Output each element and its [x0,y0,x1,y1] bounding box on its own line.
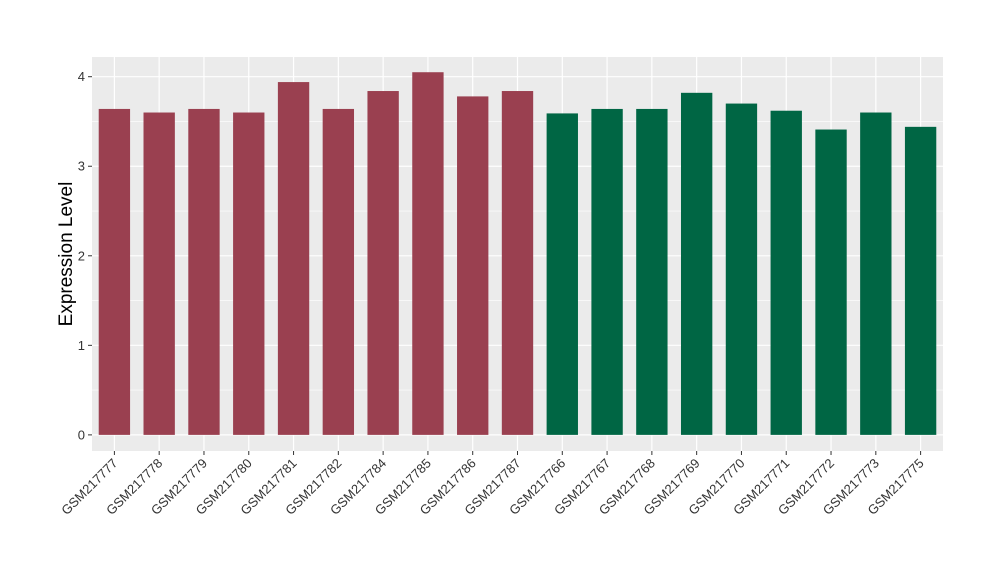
y-axis: 0 1 2 3 4 [78,69,92,442]
bar-GSM217779 [188,108,220,435]
bar-GSM217771 [770,110,802,435]
bars [98,72,937,435]
bar-GSM217780 [233,112,265,435]
y-axis-title: Expression Level [56,182,77,327]
bar-GSM217768 [636,108,668,435]
bar-GSM217781 [277,82,310,435]
bar-GSM217773 [860,112,892,435]
y-tick-label: 3 [78,159,85,174]
x-axis: GSM217777GSM217778GSM217779GSM217780GSM2… [58,451,927,518]
bar-GSM217777 [98,108,131,435]
bar-GSM217782 [322,108,355,435]
bar-GSM217784 [367,91,399,435]
bar-GSM217785 [412,72,444,435]
y-tick-label: 2 [78,248,85,263]
bar-GSM217767 [591,108,623,435]
bar-GSM217775 [904,126,937,435]
y-tick-label: 4 [78,69,85,84]
bar-GSM217772 [815,129,847,435]
bar-GSM217786 [457,96,489,435]
bar-GSM217778 [143,112,175,435]
bar-GSM217766 [546,113,578,435]
y-tick-label: 1 [78,338,85,353]
bar-GSM217769 [680,92,713,435]
y-tick-label: 0 [78,427,85,442]
bar-GSM217787 [501,91,534,435]
bar-GSM217770 [725,103,758,435]
